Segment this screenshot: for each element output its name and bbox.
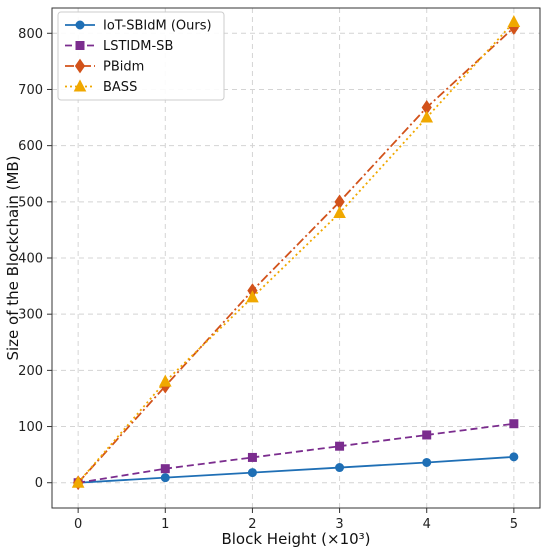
legend-item: LSTIDM-SB — [65, 39, 173, 54]
data-point — [333, 205, 346, 219]
data-point — [247, 468, 257, 478]
legend-label: BASS — [103, 80, 137, 95]
y-tick-label: 700 — [18, 83, 43, 98]
legend-item: BASS — [65, 79, 137, 95]
y-axis-label: Size of the Blockchain (MB) — [4, 155, 22, 360]
y-tick-label: 800 — [18, 27, 43, 42]
legend-box — [57, 11, 225, 101]
x-tick-label: 1 — [161, 517, 169, 532]
y-tick-label: 0 — [35, 476, 43, 491]
legend-marker — [75, 41, 85, 50]
data-point — [509, 452, 519, 462]
series-layer — [71, 14, 521, 491]
data-point — [420, 110, 434, 123]
data-point — [246, 290, 259, 303]
legend: IoT-SBIdM (Ours) LSTIDM-SB PBidm BASS — [57, 11, 225, 101]
x-tick-label: 4 — [423, 517, 431, 532]
data-point — [335, 463, 345, 473]
series-line — [77, 26, 515, 484]
y-tick-label: 400 — [18, 252, 43, 267]
data-point — [335, 441, 345, 451]
x-tick-label: 2 — [248, 517, 256, 532]
legend-label: IoT-SBIdM (Ours) — [103, 19, 212, 34]
legend-item: PBidm — [65, 58, 144, 75]
y-tick-label: 100 — [18, 420, 43, 435]
data-point — [422, 457, 432, 467]
legend-marker — [74, 58, 86, 74]
data-point — [247, 452, 257, 462]
series-line — [78, 455, 514, 484]
legend-marker — [75, 20, 85, 30]
data-point — [71, 475, 85, 488]
series-line — [77, 422, 514, 484]
data-point — [507, 14, 521, 28]
data-point — [422, 430, 432, 440]
x-axis-label: Block Height (×10³) — [221, 530, 370, 548]
y-tick-label: 200 — [18, 364, 43, 379]
x-tick-label: 5 — [510, 517, 518, 532]
y-tick-label: 300 — [18, 308, 43, 323]
data-point — [509, 419, 519, 429]
legend-label: LSTIDM-SB — [103, 39, 173, 54]
data-point — [160, 473, 170, 483]
series-lstidm-sb — [73, 419, 519, 488]
legend-marker — [73, 79, 87, 92]
series-iot-sbidm-ours — [73, 452, 519, 488]
data-point — [160, 464, 170, 474]
legend-label: PBidm — [103, 60, 144, 75]
series-bass — [71, 14, 521, 488]
y-tick-label: 500 — [18, 195, 43, 210]
x-tick-label: 3 — [335, 517, 343, 532]
data-point — [158, 374, 172, 387]
y-tick-label: 600 — [18, 139, 43, 154]
x-tick-label: 0 — [74, 517, 82, 532]
legend-item: IoT-SBIdM (Ours) — [65, 19, 212, 34]
series-line — [77, 21, 515, 484]
axis-ticks: 0 1 2 3 4 5 0 100 200 300 400 500 600 700 800 — [18, 27, 518, 532]
